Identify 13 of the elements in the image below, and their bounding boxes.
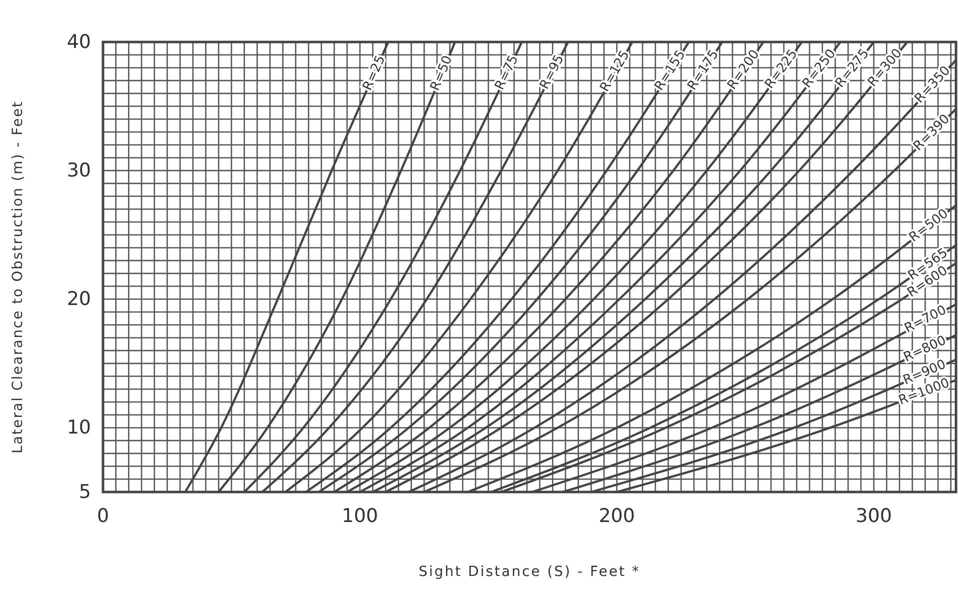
text: R=25	[360, 53, 389, 93]
text: R=50	[428, 54, 456, 94]
x-tick-label: 300	[856, 505, 892, 527]
y-axis-title: Lateral Clearance to Obstruction (m) - Feet	[10, 100, 26, 454]
y-tick-label: 40	[66, 31, 91, 53]
x-tick-label: 0	[96, 505, 110, 527]
x-tick-label: 200	[598, 505, 635, 527]
x-axis-title: Sight Distance (S) - Feet *	[418, 564, 640, 580]
x-tick-label: 100	[342, 505, 378, 527]
y-tick-label: 20	[66, 288, 91, 310]
y-tick-label: 5	[78, 481, 91, 503]
y-tick-label: 30	[66, 160, 91, 182]
y-tick-label: 10	[66, 416, 91, 439]
